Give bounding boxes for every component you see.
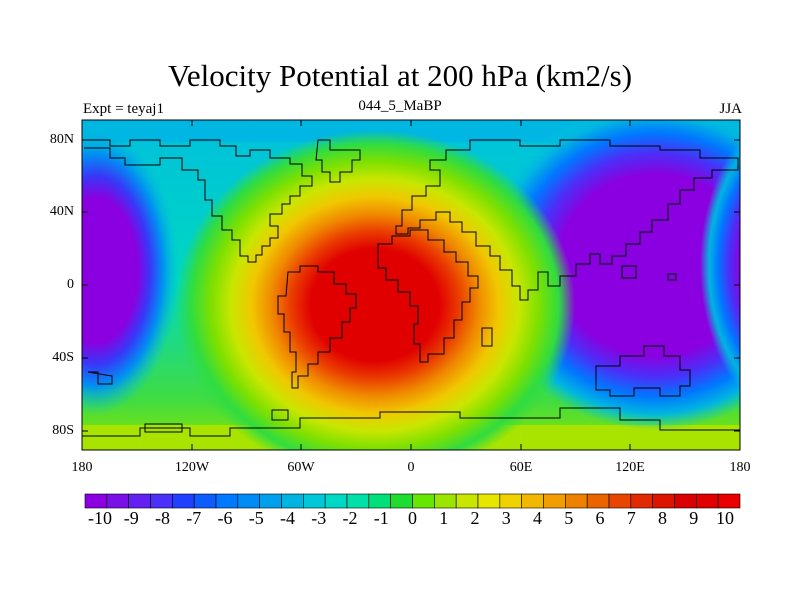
colorbar-box (324, 493, 348, 509)
lat-label-80n: 80N (49, 132, 74, 147)
colorbar-label: -5 (248, 508, 264, 528)
colorbar-box (172, 493, 195, 509)
coastline-islands (481, 265, 677, 347)
colorbar-label: -7 (186, 508, 202, 528)
colorbar-label: 4 (533, 508, 542, 528)
lat-label-0: 0 (67, 277, 74, 292)
min-east-pacific-left (82, 125, 180, 415)
colorbar-box (259, 493, 282, 509)
colorbar-box (412, 493, 435, 509)
lon-label-180e: 180 (729, 460, 751, 475)
colorbar-box (303, 493, 326, 509)
colorbar-box (150, 493, 173, 509)
lat-label-80s: 80S (52, 423, 74, 438)
colorbar-label: 6 (595, 508, 605, 528)
max-atlantic-africa (175, 130, 575, 450)
colorbar-label: -9 (123, 508, 139, 528)
colorbar-box (521, 493, 544, 509)
lon-ticks (81, 120, 631, 450)
coastline-antarctica (82, 407, 740, 437)
lat-ticks (82, 139, 740, 432)
coastline-south-islands (87, 371, 289, 433)
colorbar-box (434, 493, 457, 509)
colorbar-box (346, 493, 370, 509)
colorbar-label: 8 (658, 508, 667, 528)
colorbar-label: -2 (342, 508, 358, 528)
map-title: Velocity Potential at 200 hPa (km2/s) (167, 58, 633, 93)
colorbar-box (543, 493, 566, 509)
colorbar-box (237, 493, 260, 509)
coastlines (82, 139, 740, 437)
colorbar-box (652, 493, 675, 509)
colorbar-label: 5 (564, 508, 574, 528)
coastline-eurasia (395, 139, 739, 301)
colorbar-box (368, 493, 391, 509)
colorbar-box (84, 493, 108, 509)
colorbar-label: 10 (716, 508, 734, 528)
colorbar-label: 0 (408, 508, 417, 528)
lon-label-0: 0 (407, 460, 415, 475)
lon-label-120e: 120E (615, 460, 645, 475)
lon-label-60w: 60W (287, 460, 315, 475)
lon-label-120w: 120W (174, 460, 210, 475)
colorbar-box (565, 493, 588, 509)
season-label: JJA (719, 101, 742, 117)
colorbar-box (106, 493, 129, 509)
colorbar-label: -8 (155, 508, 170, 528)
coastline-greenland (315, 139, 361, 183)
colorbar-box (215, 493, 239, 509)
colorbar-label: 3 (501, 508, 511, 528)
colorbar-label: 9 (689, 508, 699, 528)
colorbar-box (390, 493, 413, 509)
colorbar-box (630, 493, 653, 509)
colorbar-label: 1 (439, 508, 449, 528)
lon-label-60e: 60E (509, 460, 533, 475)
velocity-potential-field (82, 120, 740, 450)
lon-label-180w: 180 (71, 460, 93, 475)
colorbar-box (674, 493, 697, 509)
colorbar-label: -4 (280, 508, 295, 528)
colorbar-label: -3 (311, 508, 327, 528)
coastline-africa (377, 229, 479, 363)
colorbar-label: 2 (470, 508, 480, 528)
colorbar-box (717, 493, 741, 509)
colorbar-box (477, 493, 501, 509)
colorbar-box (281, 493, 304, 509)
colorbar-label: -6 (217, 508, 233, 528)
colorbar-box (696, 493, 719, 509)
colorbar (84, 493, 741, 509)
colorbar-box (455, 493, 479, 509)
colorbar-box (499, 493, 522, 509)
colorbar-box (608, 493, 632, 509)
coastline-australia (595, 345, 691, 397)
lat-label-40s: 40S (52, 350, 74, 365)
experiment-id-label: 044_5_MaBP (358, 98, 442, 114)
colorbar-label: -10 (88, 508, 112, 528)
colorbar-box (193, 493, 217, 509)
colorbar-box (128, 493, 151, 509)
experiment-label: Expt = teyaj1 (83, 101, 164, 117)
colorbar-label: 7 (626, 508, 636, 528)
coastline-north-america (84, 139, 313, 263)
colorbar-label: -1 (373, 508, 389, 528)
lat-label-40n: 40N (49, 204, 74, 219)
min-west-pacific-wrap (700, 140, 740, 390)
colorbar-box (586, 493, 610, 509)
coastline-south-america (277, 265, 357, 389)
